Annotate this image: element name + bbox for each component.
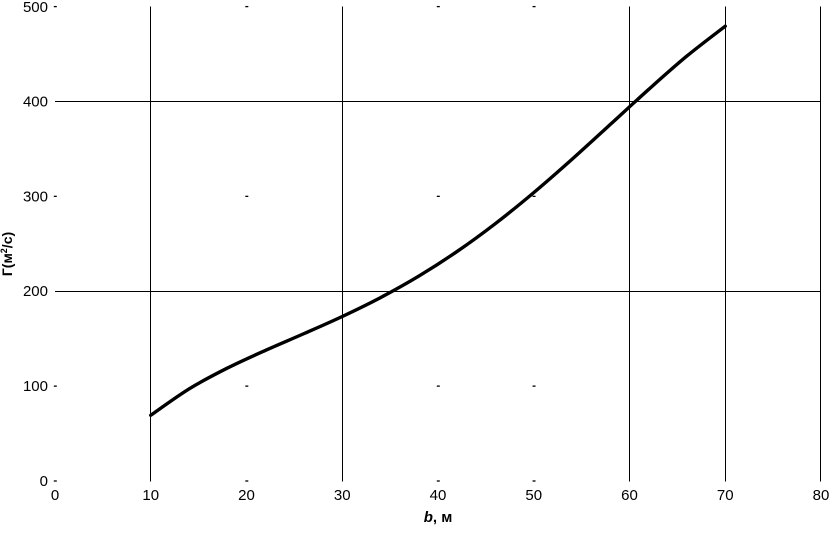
svg-text:500: 500: [23, 0, 48, 16]
svg-text:30: 30: [334, 487, 351, 504]
svg-text:70: 70: [717, 487, 734, 504]
svg-text:b, м: b, м: [424, 509, 453, 526]
svg-text:50: 50: [525, 487, 542, 504]
svg-text:80: 80: [813, 487, 830, 504]
svg-text:20: 20: [238, 487, 255, 504]
svg-text:40: 40: [430, 487, 447, 504]
svg-text:0: 0: [40, 473, 48, 490]
svg-text:Г(м2/с): Г(м2/с): [0, 232, 15, 276]
svg-text:100: 100: [23, 378, 48, 395]
svg-text:200: 200: [23, 283, 48, 300]
svg-text:0: 0: [51, 487, 59, 504]
svg-text:10: 10: [142, 487, 159, 504]
svg-text:300: 300: [23, 188, 48, 205]
svg-text:60: 60: [621, 487, 638, 504]
svg-text:400: 400: [23, 94, 48, 111]
